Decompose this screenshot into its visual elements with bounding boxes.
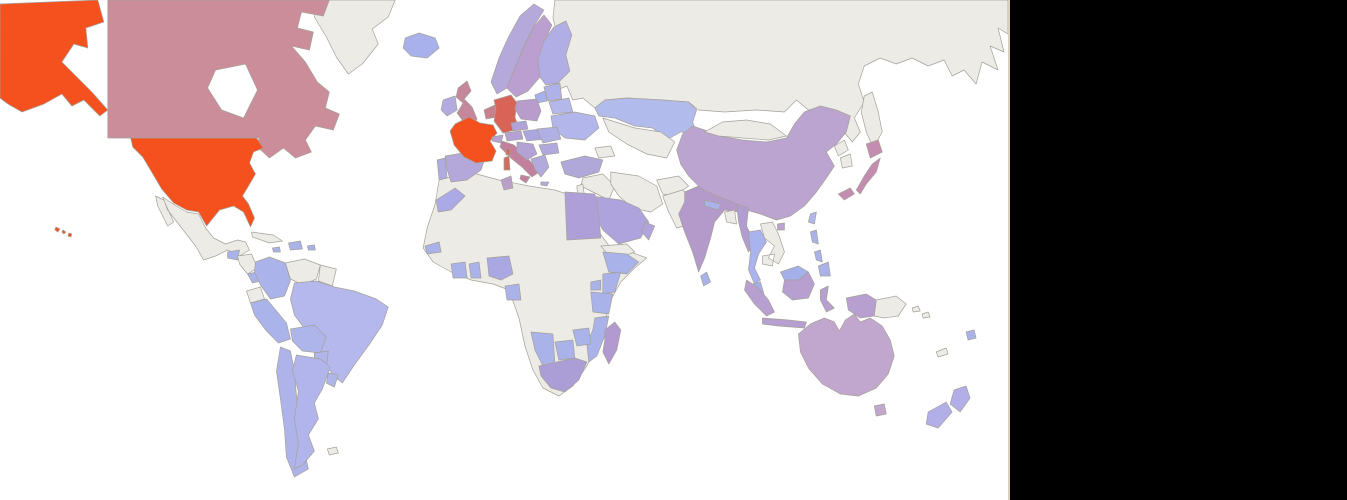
country-greenland[interactable]: [314, 0, 396, 75]
country-iceland[interactable]: [402, 32, 440, 59]
country-hispaniola[interactable]: [288, 240, 303, 251]
country-mongolia[interactable]: [704, 119, 787, 141]
country-morocco[interactable]: [435, 187, 466, 213]
country-south-africa[interactable]: [538, 357, 588, 393]
country-gabon[interactable]: [504, 283, 522, 301]
country-norway[interactable]: [490, 3, 545, 95]
country-ecuador[interactable]: [246, 286, 265, 304]
country-hawaii[interactable]: [54, 226, 73, 238]
country-mexico[interactable]: [155, 195, 250, 261]
country-finland[interactable]: [537, 20, 573, 86]
country-tasmania[interactable]: [873, 403, 887, 417]
country-oman[interactable]: [641, 221, 656, 241]
country-nigeria[interactable]: [486, 255, 514, 281]
country-ireland[interactable]: [440, 95, 458, 117]
country-france[interactable]: [449, 116, 498, 164]
country-thailand[interactable]: [748, 229, 767, 285]
country-fiji[interactable]: [965, 329, 977, 341]
country-cuba[interactable]: [251, 231, 283, 244]
country-corsica-sardinia[interactable]: [503, 147, 511, 171]
country-new-caledonia[interactable]: [935, 347, 949, 358]
country-central-asia[interactable]: [602, 117, 676, 159]
country-uganda[interactable]: [590, 279, 602, 291]
country-baltics[interactable]: [543, 82, 563, 102]
country-argentina[interactable]: [292, 354, 331, 470]
country-papua-new-guinea[interactable]: [873, 295, 907, 319]
country-falkland-islands[interactable]: [327, 446, 339, 456]
country-uruguay[interactable]: [326, 372, 339, 388]
country-brazil[interactable]: [290, 280, 389, 384]
country-australia[interactable]: [798, 313, 895, 397]
country-mozambique[interactable]: [586, 315, 610, 363]
country-botswana[interactable]: [554, 339, 576, 361]
country-new-zealand[interactable]: [925, 385, 971, 429]
country-tanzania[interactable]: [590, 291, 614, 315]
country-ghana[interactable]: [468, 261, 482, 279]
country-puerto-rico[interactable]: [307, 244, 316, 251]
right-black-panel: [1010, 0, 1347, 500]
country-solomon-islands[interactable]: [911, 305, 931, 319]
country-zimbabwe[interactable]: [572, 327, 592, 347]
country-taiwan[interactable]: [808, 211, 817, 225]
country-iran[interactable]: [610, 171, 664, 213]
country-greece[interactable]: [530, 154, 550, 187]
country-colombia[interactable]: [254, 256, 291, 300]
country-united-states[interactable]: [130, 137, 264, 228]
country-nepal[interactable]: [704, 199, 721, 211]
country-madagascar[interactable]: [602, 321, 622, 365]
country-kenya[interactable]: [602, 271, 622, 295]
country-ethiopia[interactable]: [602, 251, 640, 275]
country-laos-vietnam-cambodia[interactable]: [760, 221, 785, 267]
country-turkey[interactable]: [560, 155, 604, 179]
country-china[interactable]: [676, 105, 851, 221]
country-venezuela[interactable]: [285, 258, 321, 286]
country-russia[interactable]: [552, 0, 1008, 143]
map-canvas: [0, 0, 1008, 478]
country-north-korea[interactable]: [833, 139, 849, 157]
country-japan[interactable]: [837, 139, 883, 201]
country-sri-lanka[interactable]: [700, 271, 711, 287]
country-sweden[interactable]: [506, 14, 553, 98]
country-senegal[interactable]: [424, 241, 442, 255]
country-portugal[interactable]: [436, 157, 448, 181]
country-caucasus[interactable]: [594, 145, 616, 159]
country-hainan[interactable]: [777, 222, 785, 231]
country-romania[interactable]: [536, 126, 562, 144]
country-egypt[interactable]: [564, 191, 602, 241]
country-jamaica[interactable]: [272, 246, 281, 253]
country-austria[interactable]: [504, 130, 524, 142]
country-tunisia[interactable]: [500, 175, 514, 191]
world-choropleth-map: [0, 0, 1010, 500]
country-czechia[interactable]: [510, 120, 529, 132]
country-guatemala[interactable]: [227, 249, 240, 261]
country-philippines[interactable]: [810, 229, 831, 277]
country-poland[interactable]: [514, 98, 542, 122]
country-bangladesh[interactable]: [724, 209, 737, 225]
country-honduras-nicaragua[interactable]: [237, 253, 258, 275]
country-cote-divoire[interactable]: [450, 261, 468, 279]
country-peru[interactable]: [250, 298, 291, 344]
country-alaska[interactable]: [0, 0, 109, 117]
country-south-korea[interactable]: [839, 153, 853, 169]
country-balkans[interactable]: [516, 141, 538, 161]
country-canada[interactable]: [107, 0, 340, 159]
country-bulgaria[interactable]: [538, 142, 560, 156]
countries-layer: [0, 0, 1008, 478]
